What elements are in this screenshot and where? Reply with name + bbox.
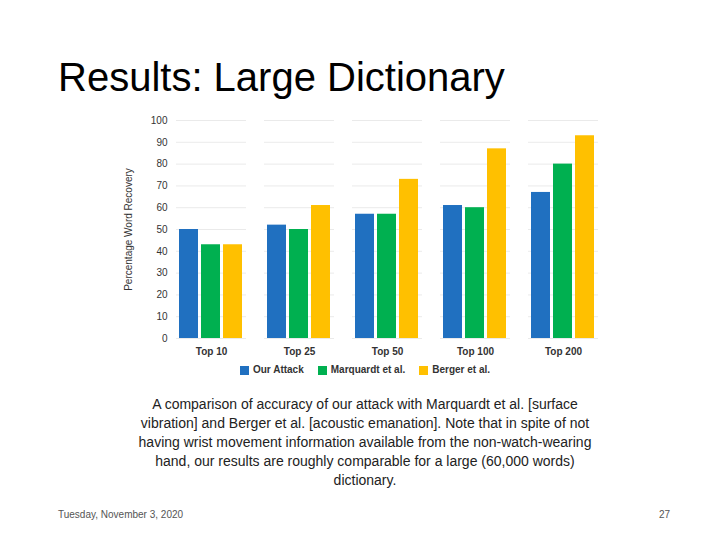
svg-text:Top 50: Top 50 [372, 346, 404, 357]
html-text:27: 27 [658, 509, 670, 520]
html-text:Tuesday, November 3, 2020: Tuesday, November 3, 2020 [58, 509, 184, 520]
svg-text:0: 0 [162, 333, 168, 344]
svg-text:70: 70 [156, 180, 168, 191]
svg-text:30: 30 [156, 267, 168, 278]
svg-text:80: 80 [156, 158, 168, 169]
svg-text:90: 90 [156, 137, 168, 148]
svg-text:100: 100 [151, 115, 168, 126]
html-text:Our Attack: Our Attack [253, 364, 304, 375]
svg-text:Top 200: Top 200 [545, 346, 582, 357]
svg-text:Percentage Word Recovery: Percentage Word Recovery [123, 168, 134, 291]
svg-text:Top 100: Top 100 [457, 346, 494, 357]
svg-text:10: 10 [156, 311, 168, 322]
svg-text:50: 50 [156, 224, 168, 235]
html-text:Results: Large Dictionary: Results: Large Dictionary [58, 55, 505, 99]
html-text:Berger et al.: Berger et al. [432, 364, 490, 375]
svg-text:20: 20 [156, 289, 168, 300]
svg-text:40: 40 [156, 246, 168, 257]
svg-text:60: 60 [156, 202, 168, 213]
html-text:Marquardt et al.: Marquardt et al. [330, 364, 406, 375]
svg-text:Top 10: Top 10 [196, 346, 228, 357]
svg-text:Top 25: Top 25 [284, 346, 316, 357]
html-text:A comparison of accuracy of ou: A comparison of accuracy of our attack w… [138, 396, 592, 488]
